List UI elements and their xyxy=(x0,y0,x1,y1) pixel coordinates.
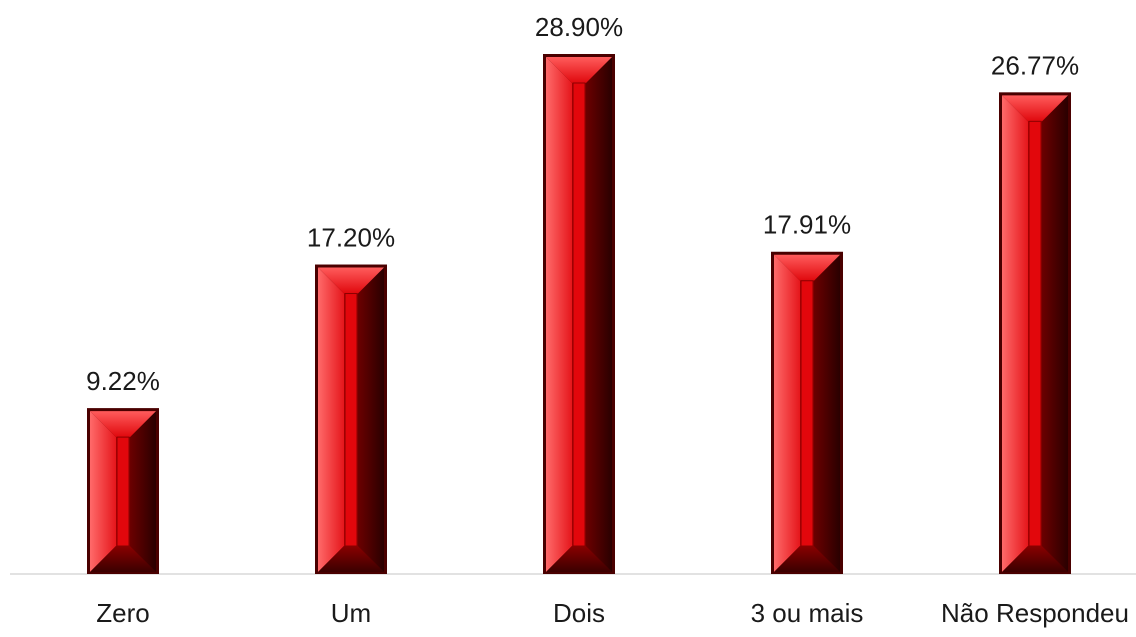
bar-bevel-left xyxy=(90,411,116,572)
bar-bevel-right xyxy=(130,411,156,572)
bar-rod xyxy=(1028,120,1042,547)
bar-bevel-left xyxy=(774,254,800,572)
bar-bevel-left xyxy=(546,57,572,572)
x-tick-label: Dois xyxy=(553,598,605,628)
bar-bevel-right xyxy=(358,267,384,572)
data-label: 26.77% xyxy=(991,50,1079,80)
bar-bevel-top xyxy=(318,267,384,294)
bars-layer xyxy=(87,54,1071,574)
bar xyxy=(87,408,159,574)
bar-bevel-top xyxy=(774,254,840,281)
bar-bevel-top xyxy=(90,411,156,438)
data-label: 28.90% xyxy=(535,12,623,42)
bar-bevel-left xyxy=(318,267,344,572)
data-label: 17.91% xyxy=(763,210,851,240)
bar-bevel-top xyxy=(546,57,612,83)
bar xyxy=(771,251,843,574)
bar-bevel-right xyxy=(1042,95,1068,572)
bar-rod xyxy=(116,436,130,547)
bar-rod xyxy=(800,280,814,547)
x-tick-label: Zero xyxy=(96,598,149,628)
bar xyxy=(543,54,615,574)
bar-bevel-bottom xyxy=(90,546,156,572)
data-label: 9.22% xyxy=(86,366,160,396)
x-tick-label: 3 ou mais xyxy=(751,598,864,628)
bar-rod xyxy=(344,293,358,547)
bar-bevel-bottom xyxy=(774,546,840,572)
data-label: 17.20% xyxy=(307,223,395,253)
bar-bevel-left xyxy=(1002,95,1028,572)
bar-bevel-bottom xyxy=(1002,546,1068,572)
bar-bevel-right xyxy=(814,254,840,572)
bar xyxy=(999,92,1071,574)
bar-rod xyxy=(572,82,586,547)
bar-bevel-bottom xyxy=(546,546,612,572)
bar-bevel-bottom xyxy=(318,546,384,572)
x-tick-label: Não Respondeu xyxy=(941,598,1129,628)
bar-bevel-right xyxy=(586,57,612,572)
x-tick-label: Um xyxy=(331,598,371,628)
labels-layer: 9.22% Zero 17.20% Um 28.90% Dois 17.91% 3 ou ma… xyxy=(86,12,1129,628)
bar-bevel-top xyxy=(1002,95,1068,122)
bar xyxy=(315,264,387,574)
